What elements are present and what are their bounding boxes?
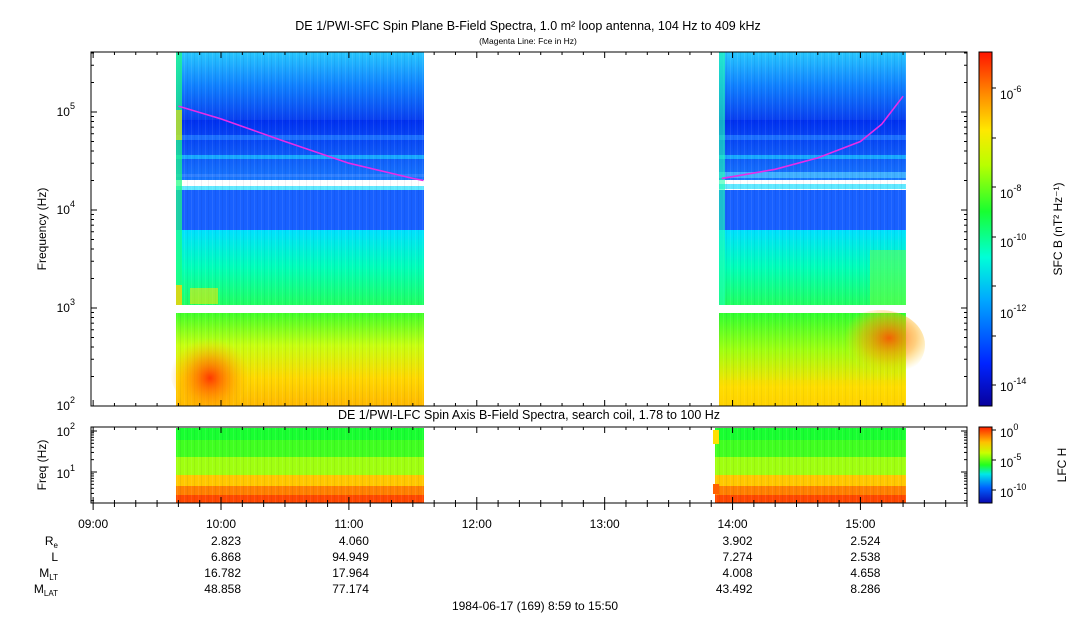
lfc-colorbar-label: LFC H xyxy=(1055,448,1069,483)
lfc-y-tick-label: 101 xyxy=(57,463,75,481)
ephemeris-value: 77.174 xyxy=(332,582,369,596)
time-range-footer: 1984-06-17 (169) 8:59 to 15:50 xyxy=(452,599,618,613)
sfc-y-tick-label: 105 xyxy=(57,101,75,119)
x-tick-label: 09:00 xyxy=(78,517,108,531)
x-tick-label: 15:00 xyxy=(845,517,875,531)
ephemeris-label-mlat: MLAT xyxy=(34,582,58,598)
sfc-colorbar xyxy=(978,51,993,407)
ephemeris-values: 2.823 4.060 3.902 2.524 6.868 94.949 7.274 2.53… xyxy=(204,534,880,596)
sfc-colorbar-tick-label: 10-8 xyxy=(1000,183,1021,201)
ephemeris-label-re: Re xyxy=(45,534,59,550)
ephemeris-value: 4.008 xyxy=(723,566,753,580)
sfc-colorbar-tick-label: 10-6 xyxy=(1000,84,1021,102)
lfc-y-axis-label: Freq (Hz) xyxy=(35,440,49,491)
ephemeris-value: 4.658 xyxy=(850,566,880,580)
x-tick-label: 13:00 xyxy=(590,517,620,531)
lfc-spectrogram xyxy=(176,428,906,503)
sfc-y-tick-label: 104 xyxy=(57,199,75,217)
sfc-colorbar-tick-label: 10-12 xyxy=(1000,303,1026,321)
fce-line-group xyxy=(178,95,904,182)
ephemeris-value: 2.524 xyxy=(850,534,880,548)
lfc-y-tick-label: 102 xyxy=(57,421,75,439)
ephemeris-row-labels: Re L MLT MLAT xyxy=(34,534,59,598)
sfc-y-tick-labels: 102 103 104 105 xyxy=(57,101,75,413)
fce-line-segment-2 xyxy=(721,95,904,180)
ephemeris-value: 6.868 xyxy=(211,550,241,564)
ephemeris-value: 16.782 xyxy=(204,566,241,580)
sfc-y-axis-label: Frequency (Hz) xyxy=(35,188,49,271)
lfc-colorbar xyxy=(978,426,993,504)
lfc-chart-title: DE 1/PWI-LFC Spin Axis B-Field Spectra, … xyxy=(338,408,720,422)
sfc-spectrogram-block-2 xyxy=(719,52,925,406)
lfc-spectrogram-block-1 xyxy=(176,428,424,503)
lfc-colorbar-tick-label: 10-5 xyxy=(1000,452,1021,470)
ephemeris-value: 94.949 xyxy=(332,550,369,564)
lfc-colorbar-ticks xyxy=(992,429,996,491)
lfc-spectrogram-block-2 xyxy=(713,428,906,503)
sfc-chart-title: DE 1/PWI-SFC Spin Plane B-Field Spectra,… xyxy=(295,19,761,33)
x-tick-label: 10:00 xyxy=(206,517,236,531)
lfc-y-tick-labels: 101 102 xyxy=(57,421,75,481)
sfc-colorbar-tick-labels: 10-6 10-8 10-10 10-12 10-14 xyxy=(1000,84,1026,394)
ephemeris-value: 17.964 xyxy=(332,566,369,580)
ephemeris-value: 43.492 xyxy=(716,582,753,596)
lfc-colorbar-tick-label: 100 xyxy=(1000,422,1018,440)
sfc-colorbar-tick-label: 10-10 xyxy=(1000,232,1026,250)
sfc-spectrogram-block-1 xyxy=(170,52,424,406)
ephemeris-value: 3.902 xyxy=(723,534,753,548)
sfc-plot-frame xyxy=(90,51,968,407)
x-tick-label: 11:00 xyxy=(334,517,363,531)
lfc-colorbar-tick-label: 10-10 xyxy=(1000,482,1026,500)
ephemeris-value: 2.823 xyxy=(211,534,241,548)
ephemeris-value: 48.858 xyxy=(204,582,241,596)
ephemeris-value: 7.274 xyxy=(723,550,753,564)
ephemeris-label-mlt: MLT xyxy=(39,566,58,582)
lfc-plot-frame xyxy=(90,426,968,504)
sfc-y-tick-label: 102 xyxy=(57,395,75,413)
ephemeris-label-l: L xyxy=(51,550,58,564)
lfc-y-minor-ticks xyxy=(91,430,967,502)
ephemeris-value: 8.286 xyxy=(850,582,880,596)
fce-line-segment-1 xyxy=(178,105,424,182)
sfc-colorbar-tick-label: 10-14 xyxy=(1000,376,1026,394)
ephemeris-value: 2.538 xyxy=(850,550,880,564)
lfc-colorbar-tick-labels: 100 10-5 10-10 xyxy=(1000,422,1026,500)
x-axis-ticks xyxy=(92,52,968,510)
sfc-y-tick-label: 103 xyxy=(57,297,75,315)
sfc-colorbar-label: SFC B (nT² Hz⁻¹) xyxy=(1051,183,1065,276)
ephemeris-value: 4.060 xyxy=(339,534,369,548)
sfc-chart-subtitle: (Magenta Line: Fce in Hz) xyxy=(479,36,577,46)
x-tick-label: 12:00 xyxy=(462,517,492,531)
x-tick-label: 14:00 xyxy=(718,517,748,531)
sfc-colorbar-ticks xyxy=(992,87,996,386)
sfc-spectrogram xyxy=(170,52,925,406)
x-axis-tick-labels: 09:00 10:00 11:00 12:00 13:00 14:00 15:00 xyxy=(78,517,876,531)
